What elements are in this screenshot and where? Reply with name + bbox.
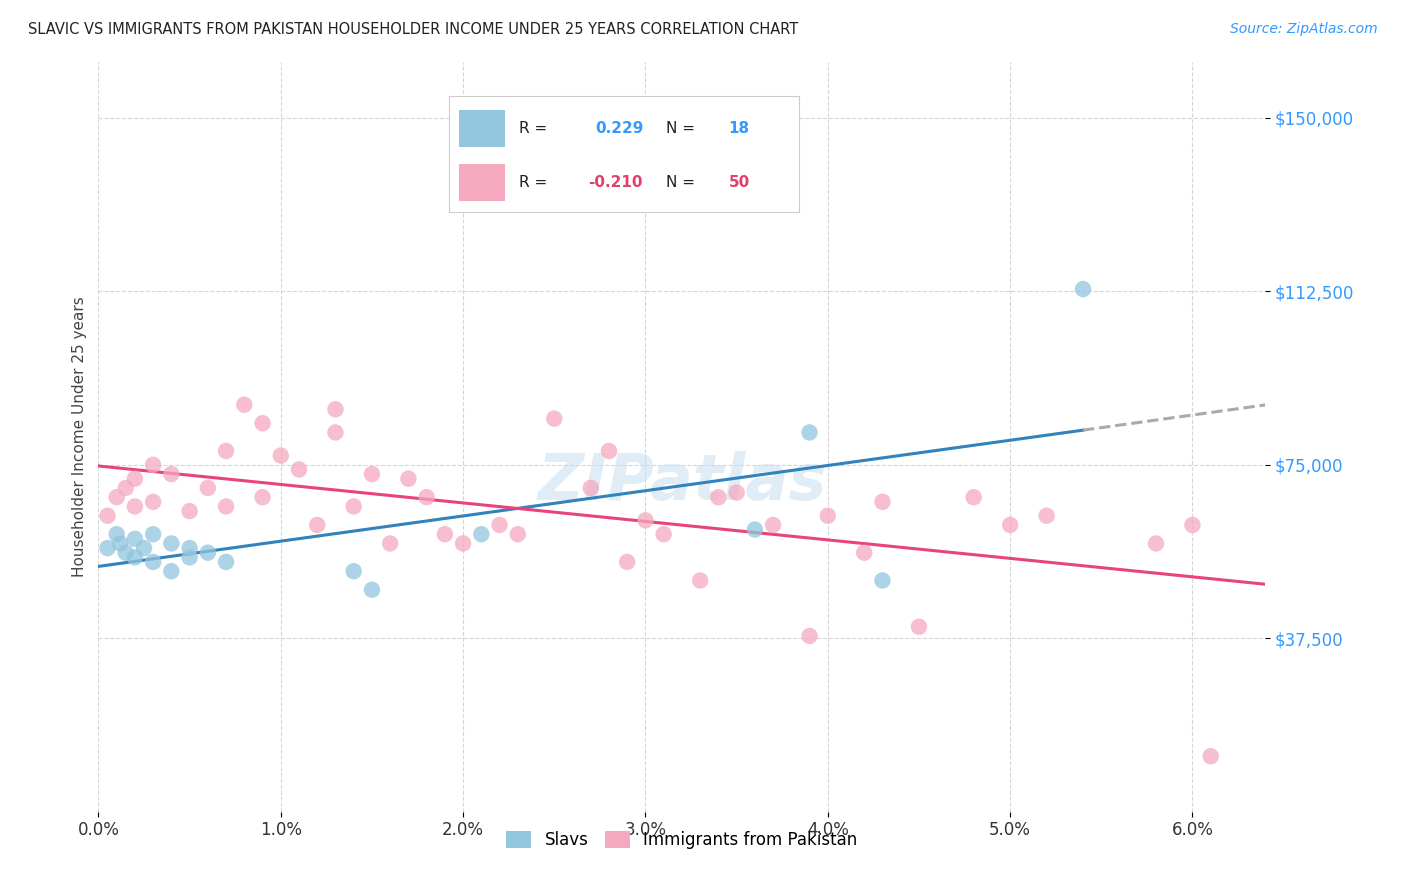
Point [598, 444, 620, 458]
Point [105, 527, 128, 541]
Point [799, 425, 821, 440]
Point [252, 490, 274, 504]
Point [197, 546, 219, 560]
Point [1181, 518, 1204, 533]
Y-axis label: Householder Income Under 25 years: Householder Income Under 25 years [72, 297, 87, 577]
Point [96, 541, 118, 555]
Point [160, 564, 183, 578]
Point [1199, 749, 1222, 764]
Point [872, 495, 894, 509]
Point [962, 490, 984, 504]
Point [142, 555, 165, 569]
Point [689, 574, 711, 588]
Point [124, 472, 146, 486]
Point [361, 467, 384, 481]
Point [160, 536, 183, 550]
Point [114, 546, 136, 560]
Point [488, 518, 510, 533]
Point [396, 472, 419, 486]
Point [325, 402, 347, 417]
Point [652, 527, 675, 541]
Point [197, 481, 219, 495]
Point [817, 508, 839, 523]
Point [179, 541, 201, 555]
Point [142, 495, 165, 509]
Point [744, 523, 766, 537]
Point [233, 398, 256, 412]
Point [142, 527, 165, 541]
Point [215, 555, 238, 569]
Point [252, 416, 274, 430]
Point [853, 546, 876, 560]
Point [215, 500, 238, 514]
Point [307, 518, 329, 533]
Point [908, 620, 931, 634]
Point [124, 532, 146, 546]
Point [110, 536, 132, 550]
Point [433, 527, 456, 541]
Legend: Slavs, Immigrants from Pakistan: Slavs, Immigrants from Pakistan [499, 824, 865, 855]
Point [343, 564, 366, 578]
Point [762, 518, 785, 533]
Point [288, 462, 311, 476]
Point [1144, 536, 1167, 550]
Point [179, 550, 201, 565]
Point [343, 500, 366, 514]
Text: SLAVIC VS IMMIGRANTS FROM PAKISTAN HOUSEHOLDER INCOME UNDER 25 YEARS CORRELATION: SLAVIC VS IMMIGRANTS FROM PAKISTAN HOUSE… [28, 22, 799, 37]
Point [1035, 508, 1057, 523]
Point [707, 490, 730, 504]
Point [998, 518, 1021, 533]
Point [1071, 282, 1094, 296]
Point [325, 425, 347, 440]
Point [142, 458, 165, 472]
Text: ZIPatlas: ZIPatlas [537, 451, 827, 513]
Point [361, 582, 384, 597]
Point [114, 481, 136, 495]
Point [160, 467, 183, 481]
Point [506, 527, 529, 541]
Point [215, 444, 238, 458]
Point [470, 527, 492, 541]
Point [105, 490, 128, 504]
Point [872, 574, 894, 588]
Point [132, 541, 155, 555]
Point [579, 481, 602, 495]
Point [634, 513, 657, 527]
Text: Source: ZipAtlas.com: Source: ZipAtlas.com [1230, 22, 1378, 37]
Point [124, 500, 146, 514]
Point [179, 504, 201, 518]
Point [270, 449, 292, 463]
Point [725, 485, 748, 500]
Point [380, 536, 402, 550]
Point [124, 550, 146, 565]
Point [799, 629, 821, 643]
Point [543, 411, 565, 425]
Point [451, 536, 474, 550]
Point [415, 490, 437, 504]
Point [616, 555, 638, 569]
Point [96, 508, 118, 523]
